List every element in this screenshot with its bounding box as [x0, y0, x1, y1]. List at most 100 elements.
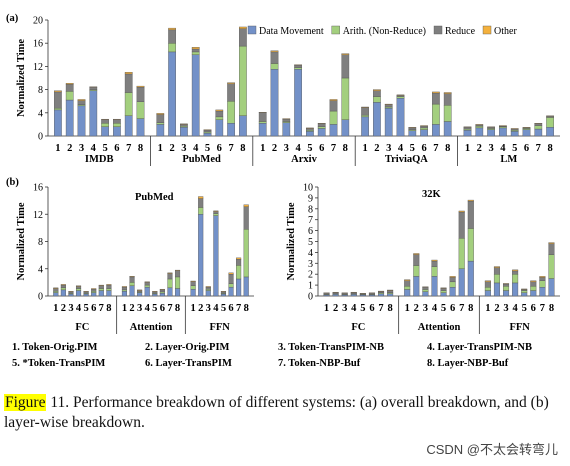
bar-segment-data-movement	[484, 290, 491, 297]
bar-segment-arith	[228, 283, 234, 288]
bar-segment-other	[384, 103, 393, 105]
bar-segment-reduce	[91, 288, 97, 292]
bar-segment-data-movement	[404, 289, 411, 297]
bar-segment-other	[422, 286, 429, 288]
bar-segment-other	[467, 199, 474, 202]
bar-segment-data-movement	[396, 98, 405, 137]
bar-segment-other	[373, 89, 381, 91]
bar-label: 5	[512, 143, 517, 154]
bar-segment-arith	[521, 290, 528, 293]
bar-segment-other	[243, 204, 249, 207]
bar-segment-reduce	[77, 100, 86, 105]
bar-segment-reduce	[156, 114, 165, 123]
bar-label: 5	[307, 143, 312, 154]
bar-label: 1	[485, 303, 490, 314]
bar-segment-data-movement	[512, 282, 519, 297]
bar-segment-other	[60, 284, 66, 286]
bar-segment-data-movement	[190, 288, 196, 297]
bar-segment-arith	[546, 117, 554, 128]
bar-segment-reduce	[159, 289, 165, 293]
bar-segment-reduce	[205, 286, 211, 290]
bar-segment-other	[341, 53, 350, 55]
bar-segment-reduce	[124, 73, 133, 93]
bar-label: 3	[284, 143, 289, 154]
bar-segment-other	[228, 272, 234, 275]
bar-label: 8	[138, 143, 143, 154]
bar-label: 3	[181, 143, 186, 154]
bar-segment-data-movement	[136, 118, 145, 137]
bar-label: 4	[295, 143, 301, 154]
bar-segment-arith	[243, 229, 249, 278]
system-label: 2. Layer-Orig.PIM	[145, 342, 230, 353]
bar-segment-other	[317, 123, 326, 125]
bar-segment-arith	[475, 125, 484, 129]
bar-label: 3	[386, 143, 391, 154]
bar-segment-reduce	[503, 283, 510, 287]
bar-segment-data-movement	[227, 123, 235, 137]
bar-segment-other	[396, 94, 405, 96]
y-tick-label: 0	[308, 292, 313, 303]
bar-segment-other	[432, 91, 440, 94]
bar-segment-other	[546, 115, 554, 117]
bar-segment-reduce	[373, 90, 381, 97]
bar-label: 8	[244, 303, 249, 314]
bar-segment-arith	[213, 213, 219, 216]
bar-label: 1	[260, 143, 265, 154]
bar-segment-reduce	[220, 291, 227, 294]
bar-segment-data-movement	[350, 294, 357, 297]
bar-segment-other	[258, 112, 267, 114]
bar-label: 2	[333, 303, 338, 314]
bar-segment-data-movement	[203, 132, 212, 137]
watermark: CSDN @不太会转弯儿	[426, 442, 558, 457]
bar-label: 8	[343, 143, 348, 154]
bar-segment-reduce	[317, 123, 326, 127]
panel-b-label: (b)	[6, 177, 19, 188]
bar-label: 5	[205, 143, 210, 154]
bar-segment-reduce	[440, 288, 447, 291]
bar-label: 8	[106, 303, 111, 314]
bar-segment-other	[159, 288, 165, 291]
chart-b1-title: PubMed	[135, 192, 174, 203]
bar-segment-arith	[98, 288, 104, 291]
legend-swatch	[433, 25, 443, 35]
group-label: LM	[500, 154, 517, 165]
bar-segment-data-movement	[156, 124, 165, 137]
bar-segment-data-movement	[503, 290, 510, 297]
bar-segment-other	[387, 289, 394, 291]
bar-segment-data-movement	[101, 126, 109, 137]
y-tick-label: 16	[33, 39, 43, 50]
bar-segment-arith	[449, 281, 456, 288]
bar-segment-other	[323, 292, 330, 294]
bar-segment-reduce	[463, 127, 472, 130]
bar-label: 5	[152, 303, 157, 314]
chart-b2-title: 32K	[422, 189, 442, 200]
bar-segment-other	[168, 27, 176, 31]
bar-segment-other	[180, 123, 188, 125]
bar-segment-data-movement	[413, 276, 420, 297]
bar-segment-data-movement	[152, 293, 158, 297]
bar-segment-arith	[329, 110, 338, 125]
bar-label: 6	[114, 143, 119, 154]
bar-segment-data-movement	[144, 286, 150, 297]
bar-segment-reduce	[306, 128, 314, 131]
bar-segment-other	[512, 269, 519, 272]
bar-segment-arith	[54, 107, 62, 111]
bar-segment-reduce	[467, 200, 474, 229]
bar-segment-arith	[156, 122, 165, 125]
y-tick-label: 2	[308, 270, 313, 281]
bar-segment-other	[443, 92, 452, 94]
bar-segment-data-movement	[167, 287, 173, 297]
bar-segment-data-movement	[205, 290, 211, 297]
bar-segment-data-movement	[228, 286, 234, 297]
bar-segment-other	[530, 280, 537, 283]
bar-label: 7	[228, 143, 233, 154]
bar-segment-other	[475, 124, 484, 126]
bar-label: 4	[351, 303, 357, 314]
bar-label: 8	[388, 303, 393, 314]
bar-segment-reduce	[60, 284, 66, 289]
y-axis-label: Normalized Time	[16, 202, 27, 280]
bar-segment-reduce	[534, 123, 543, 126]
bar-segment-reduce	[484, 281, 491, 288]
bar-segment-data-movement	[239, 115, 247, 137]
bar-segment-reduce	[282, 118, 291, 122]
